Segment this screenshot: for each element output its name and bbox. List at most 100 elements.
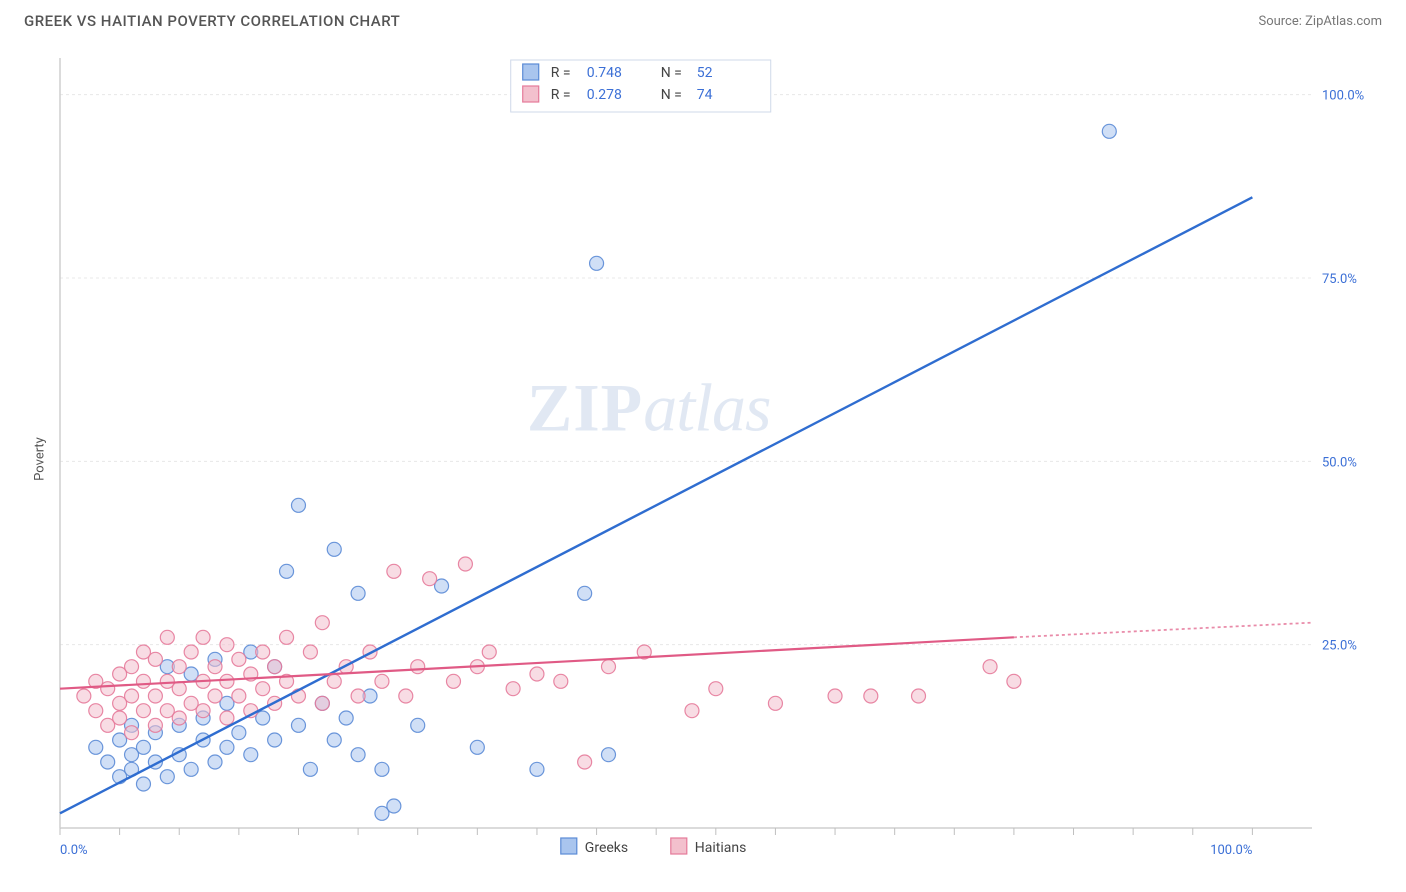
data-point [411,660,425,674]
data-point [136,777,150,791]
data-point [160,630,174,644]
data-point [303,762,317,776]
data-point [148,718,162,732]
legend-r-value: 0.748 [587,65,622,81]
data-point [458,557,472,571]
data-point [220,638,234,652]
data-point [232,652,246,666]
legend-n-label: N = [661,65,682,81]
bottom-legend-swatch [561,838,577,854]
data-point [89,704,103,718]
data-point [172,660,186,674]
data-point [912,689,926,703]
data-point [280,564,294,578]
y-tick-label: 100.0% [1322,89,1364,104]
y-tick-label: 50.0% [1322,455,1357,470]
y-axis-label: Poverty [32,437,47,481]
data-point [327,542,341,556]
data-point [291,498,305,512]
data-point [136,740,150,754]
legend-r-label: R = [551,87,571,103]
legend-r-value: 0.278 [587,87,622,103]
data-point [196,630,210,644]
data-point [244,748,258,762]
legend-n-value: 52 [697,65,713,81]
data-point [351,748,365,762]
data-point [601,660,615,674]
data-point [89,740,103,754]
data-point [232,726,246,740]
data-point [327,674,341,688]
data-point [172,711,186,725]
data-point [220,674,234,688]
x-tick-label: 0.0% [60,843,88,858]
data-point [530,762,544,776]
data-point [864,689,878,703]
data-point [351,689,365,703]
data-point [375,674,389,688]
data-point [601,748,615,762]
data-point [315,616,329,630]
legend-n-label: N = [661,87,682,103]
data-point [530,667,544,681]
data-point [339,711,353,725]
source-attribution: Source: ZipAtlas.com [1258,14,1382,29]
data-point [303,645,317,659]
bottom-legend-label: Greeks [585,840,628,856]
data-point [101,682,115,696]
trend-line-extension [1014,623,1312,638]
x-tick-label: 100.0% [1210,843,1252,858]
data-point [482,645,496,659]
data-point [125,726,139,740]
trend-line [60,197,1252,813]
source-link[interactable]: ZipAtlas.com [1305,14,1382,29]
bottom-legend-label: Haitians [695,840,747,856]
data-point [578,586,592,600]
data-point [268,733,282,747]
y-tick-label: 25.0% [1322,639,1357,654]
legend-n-value: 74 [697,87,713,103]
source-prefix: Source: [1258,14,1305,29]
data-point [387,799,401,813]
data-point [828,689,842,703]
data-point [184,645,198,659]
data-point [172,682,186,696]
data-point [983,660,997,674]
data-point [256,645,270,659]
data-point [232,689,246,703]
data-point [291,718,305,732]
data-point [590,256,604,270]
data-point [208,660,222,674]
data-point [113,711,127,725]
data-point [685,704,699,718]
data-point [208,755,222,769]
data-point [77,689,91,703]
data-point [351,586,365,600]
chart-title: GREEK VS HAITIAN POVERTY CORRELATION CHA… [24,12,400,30]
data-point [125,689,139,703]
data-point [709,682,723,696]
data-point [470,740,484,754]
data-point [208,689,222,703]
legend-swatch [523,86,539,102]
data-point [136,674,150,688]
data-point [1007,674,1021,688]
data-point [148,652,162,666]
data-point [411,718,425,732]
data-point [184,762,198,776]
data-point [136,704,150,718]
legend-r-label: R = [551,65,571,81]
data-point [148,689,162,703]
legend-swatch [523,64,539,80]
scatter-chart: 0.0%100.0%25.0%50.0%75.0%100.0%R =0.748N… [24,38,1382,878]
data-point [256,682,270,696]
data-point [280,630,294,644]
data-point [375,762,389,776]
data-point [101,755,115,769]
data-point [268,660,282,674]
stats-legend-box [511,60,771,112]
data-point [399,689,413,703]
data-point [768,696,782,710]
data-point [160,770,174,784]
bottom-legend-swatch [671,838,687,854]
